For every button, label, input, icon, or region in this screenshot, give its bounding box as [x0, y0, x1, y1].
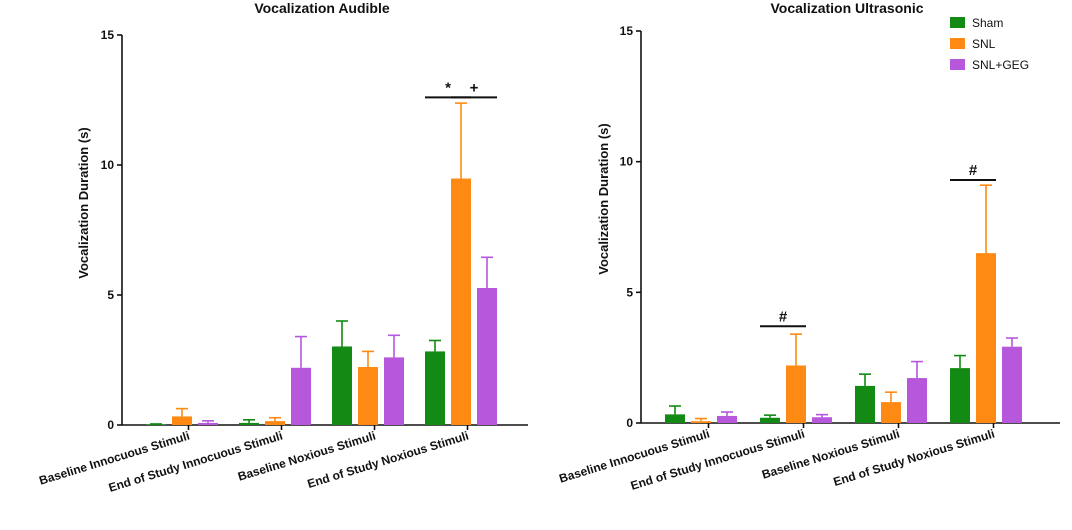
bar-snl-geg	[477, 287, 497, 425]
bar-sham	[760, 417, 780, 423]
x-tick-label: End of Study Noxious Stimuli	[306, 428, 471, 491]
bar-snl	[786, 365, 806, 423]
bar-snl-geg	[1002, 346, 1022, 423]
y-tick-label: 0	[626, 416, 633, 430]
bar-sham	[332, 346, 352, 425]
bar-snl	[172, 416, 192, 425]
legend-swatch	[950, 59, 965, 70]
y-tick-label: 0	[107, 418, 114, 432]
y-tick-label: 10	[620, 155, 634, 169]
bar-snl-geg	[717, 415, 737, 423]
bar-snl	[881, 402, 901, 423]
legend-label: Sham	[972, 16, 1003, 30]
y-axis-label: Vocalization Duration (s)	[76, 127, 91, 278]
chart-panel-audible: Vocalization Audible Vocalization Durati…	[37, 0, 528, 495]
bar-snl-geg	[907, 378, 927, 423]
significance-marker: *	[445, 79, 451, 96]
bar-snl-geg	[384, 357, 404, 425]
y-axis-label: Vocalization Duration (s)	[596, 123, 611, 274]
y-tick-label: 15	[101, 28, 115, 42]
legend-swatch	[950, 17, 965, 28]
bar-snl	[358, 367, 378, 425]
significance-marker: #	[969, 162, 978, 179]
x-tick-label: End of Study Noxious Stimuli	[832, 426, 997, 489]
bar-snl	[691, 421, 711, 423]
bar-snl	[451, 178, 471, 425]
bar-sham	[950, 368, 970, 423]
significance-marker: #	[779, 308, 788, 325]
bar-snl	[265, 421, 285, 425]
x-tick-label: End of Study Innocuous Stimuli	[107, 428, 284, 494]
bar-sham	[665, 414, 685, 423]
y-tick-label: 5	[626, 285, 633, 299]
y-tick-label: 15	[620, 24, 634, 38]
bar-sham	[425, 351, 445, 425]
chart-title: Vocalization Audible	[254, 0, 390, 16]
legend: Sham SNL SNL+GEG	[950, 16, 1029, 72]
chart-panel-ultrasonic: Vocalization Ultrasonic Vocalization Dur…	[557, 0, 1060, 493]
chart-title: Vocalization Ultrasonic	[771, 0, 924, 16]
legend-label: SNL+GEG	[972, 58, 1029, 72]
bar-snl-geg	[291, 367, 311, 425]
bar-sham	[855, 385, 875, 423]
legend-label: SNL	[972, 37, 996, 51]
significance-marker: +	[470, 79, 479, 96]
bar-snl	[976, 253, 996, 423]
y-tick-label: 5	[107, 288, 114, 302]
bar-sham	[146, 424, 166, 426]
y-tick-label: 10	[101, 158, 115, 172]
x-tick-label: End of Study Innocuous Stimuli	[629, 426, 806, 492]
bar-sham	[239, 422, 259, 425]
bar-snl-geg	[198, 422, 218, 425]
bar-snl-geg	[812, 417, 832, 423]
legend-swatch	[950, 38, 965, 49]
